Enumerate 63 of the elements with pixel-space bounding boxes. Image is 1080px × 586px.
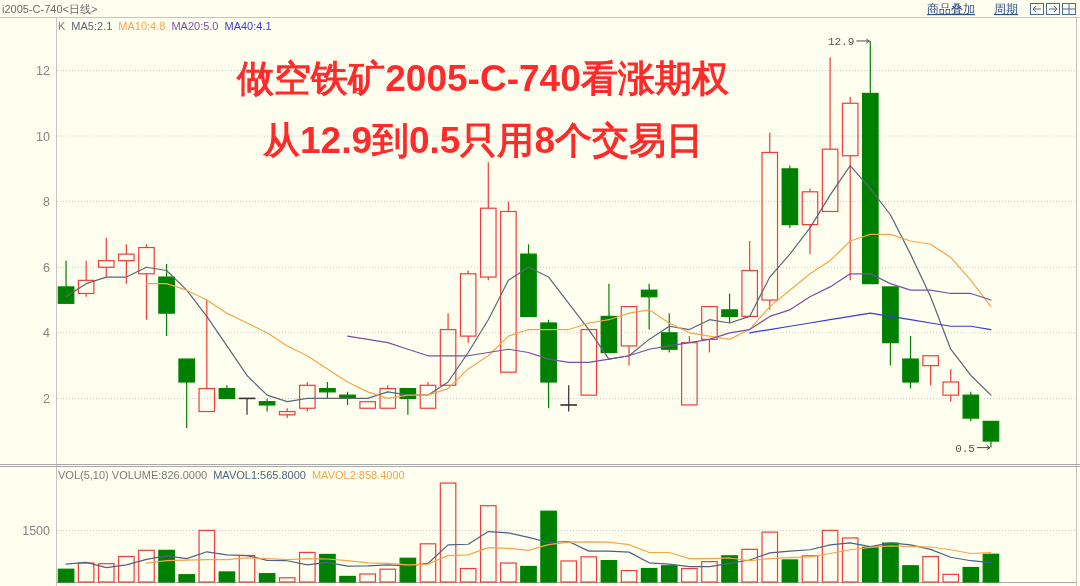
y-tick-label: 8 xyxy=(43,195,51,210)
bar xyxy=(922,555,939,583)
text: 从12.9到0.5只用8个交易日 xyxy=(261,120,704,161)
bar xyxy=(399,557,417,583)
bar xyxy=(861,546,879,583)
bar xyxy=(138,549,155,583)
bar xyxy=(298,551,316,583)
legend: K MA5:2.1 MA10:4.8 MA20:5.0 MA40:4.1 xyxy=(58,20,272,32)
bar xyxy=(620,569,638,583)
bar xyxy=(379,568,397,583)
line-series xyxy=(749,312,992,334)
annotation: 0.5 xyxy=(955,442,975,455)
bar xyxy=(560,560,578,583)
bar xyxy=(982,553,1000,583)
bar xyxy=(258,573,276,583)
bar xyxy=(942,573,960,583)
text: 商品叠加 xyxy=(927,2,975,15)
bar xyxy=(278,577,296,583)
y-tick-label: 1500 xyxy=(22,524,51,539)
bar xyxy=(600,560,618,583)
bar xyxy=(238,554,256,583)
bar xyxy=(962,566,980,583)
y-tick-label: 4 xyxy=(43,326,51,341)
bar xyxy=(681,567,698,583)
bar xyxy=(158,549,175,583)
y-tick-label: 2 xyxy=(43,391,51,406)
y-tick-label: 10 xyxy=(36,129,51,144)
bar xyxy=(419,543,437,583)
bar xyxy=(520,565,537,583)
bar xyxy=(218,571,236,583)
bar xyxy=(77,562,95,583)
bar xyxy=(97,563,115,583)
bar xyxy=(479,505,497,583)
bar xyxy=(660,565,678,583)
annotation: 12.9 xyxy=(827,35,855,48)
bar xyxy=(459,567,477,583)
bar xyxy=(57,568,75,583)
bar xyxy=(701,561,718,583)
bar xyxy=(902,565,919,583)
bar xyxy=(821,529,839,583)
bar xyxy=(500,562,517,583)
bar xyxy=(118,555,135,583)
y-tick-label: 6 xyxy=(43,260,51,275)
bar xyxy=(359,573,376,583)
bar xyxy=(841,537,859,583)
bar xyxy=(882,542,899,583)
y-tick-label: 12 xyxy=(36,63,51,78)
bar xyxy=(178,574,196,583)
text: 周期 xyxy=(994,3,1018,15)
bar xyxy=(339,575,356,583)
bar xyxy=(741,548,759,583)
bar xyxy=(580,556,598,583)
bar xyxy=(761,531,779,583)
line-series xyxy=(346,273,992,363)
legend: VOL(5,10) VOLUME:826.0000 MAVOL1:565.8000 MAVOL2:858.4000 xyxy=(58,469,405,481)
bar xyxy=(198,529,216,583)
bar xyxy=(801,555,819,583)
bar xyxy=(540,510,557,583)
text: i2005-C-740<日线> xyxy=(2,3,98,15)
bar xyxy=(640,567,658,583)
bar xyxy=(439,482,457,583)
text: 做空铁矿2005-C-740看涨期权 xyxy=(236,58,730,99)
bar xyxy=(781,559,799,583)
